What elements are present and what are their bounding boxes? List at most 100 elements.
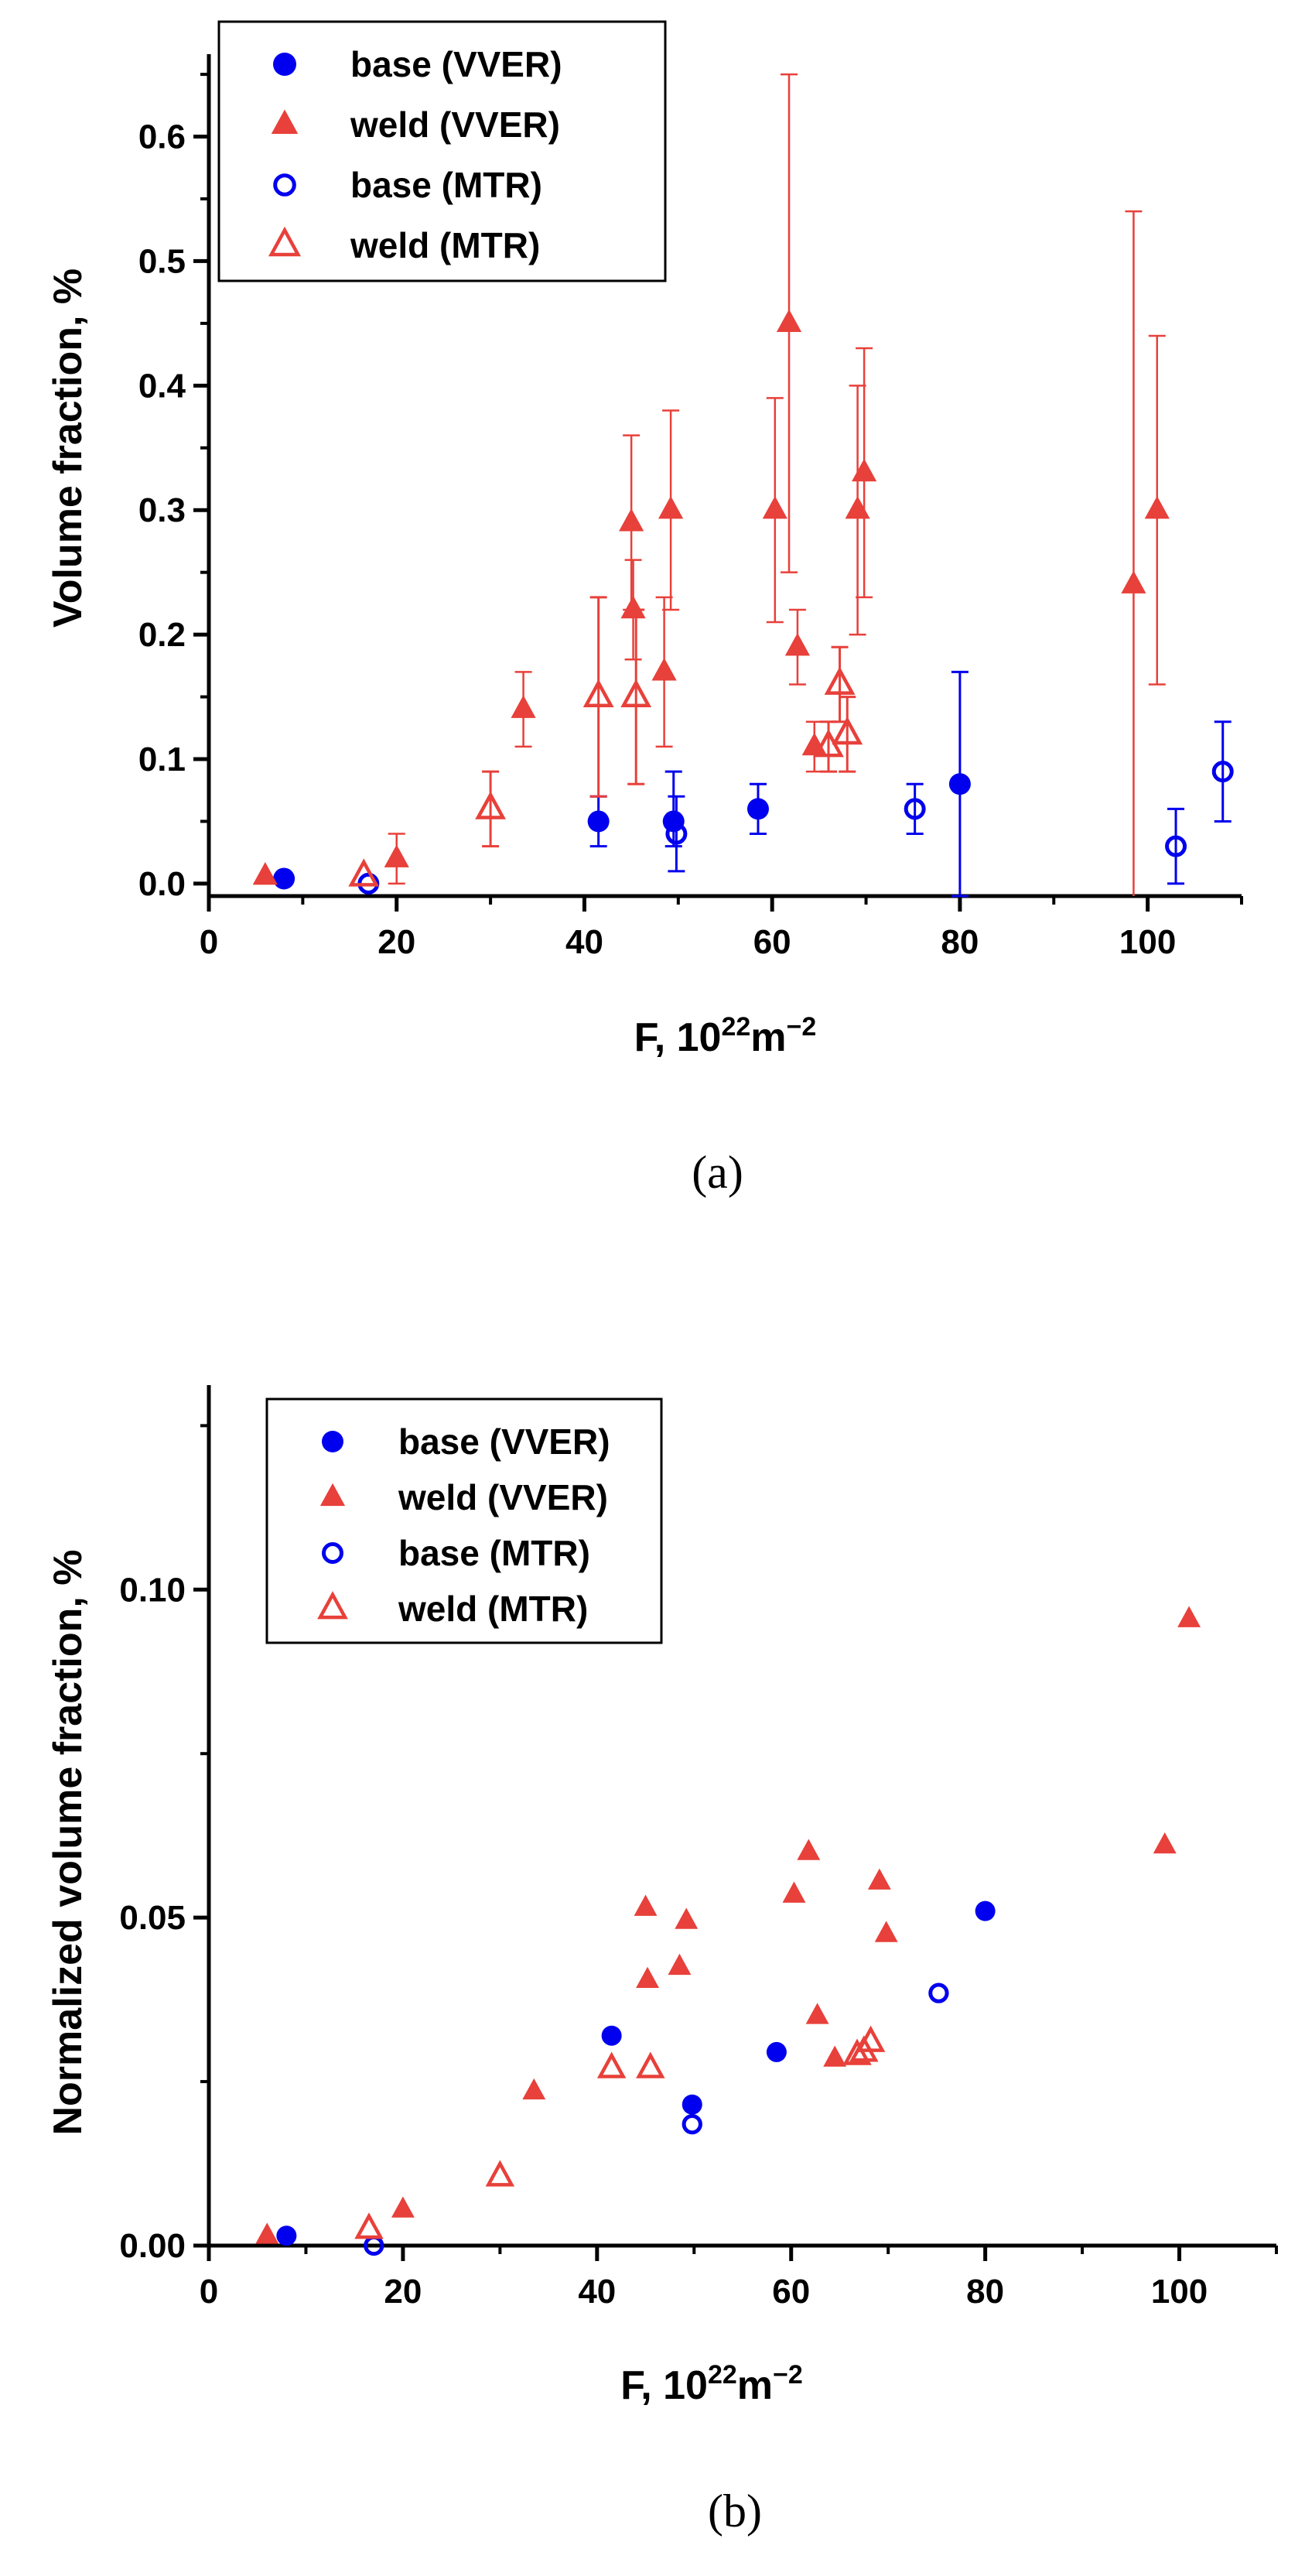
x-tick-label: 0 (200, 923, 218, 961)
x-axis-title-part: −2 (787, 1012, 817, 1042)
data-point (675, 1907, 699, 1929)
data-point (975, 1900, 996, 1921)
data-point (665, 823, 688, 845)
legend-marker (273, 53, 296, 76)
data-point (587, 810, 610, 833)
y-tick-label: 0.4 (138, 367, 186, 405)
x-axis-title-part: 22 (721, 1012, 750, 1042)
series-weld-vver- (255, 1606, 1201, 2244)
data-point (255, 2222, 279, 2244)
series-weld-vver- (252, 73, 1170, 896)
x-tick-label: 20 (384, 2273, 422, 2311)
data-point (1177, 1606, 1201, 1627)
x-axis-title-part: 22 (708, 2360, 737, 2390)
y-tick-label: 0.0 (138, 865, 186, 903)
data-point (252, 862, 278, 885)
series-base-mtr- (364, 1982, 949, 2256)
data-point (651, 658, 677, 681)
data-point (619, 508, 644, 532)
x-tick-label: 40 (565, 923, 603, 961)
data-point (1211, 761, 1234, 783)
x-axis-title-part: F, 10 (620, 2363, 708, 2408)
series-base-vver- (276, 1900, 996, 2246)
legend-marker (271, 109, 299, 134)
legend-marker (268, 226, 302, 257)
legend-entry: base (VVER) (398, 1421, 610, 1462)
data-point (766, 2041, 787, 2062)
data-point (856, 2025, 886, 2052)
x-tick-label: 60 (753, 923, 791, 961)
x-axis-title-part: m (750, 1015, 786, 1060)
x-axis-title: F, 1022m−2 (620, 2360, 803, 2408)
x-axis-title-part: −2 (773, 2360, 803, 2390)
data-point (852, 458, 877, 482)
data-point (601, 2025, 622, 2046)
panel-label: (a) (692, 1147, 743, 1198)
data-point (1165, 835, 1187, 857)
data-point (948, 773, 971, 795)
legend-entry: base (MTR) (398, 1533, 590, 1573)
data-point (582, 679, 614, 707)
y-tick-label: 0.00 (119, 2227, 186, 2265)
y-tick-label: 0.5 (138, 242, 186, 280)
data-point (682, 2114, 702, 2135)
data-point (276, 2225, 297, 2246)
x-tick-label: 40 (578, 2273, 616, 2311)
y-tick-label: 0.05 (119, 1899, 186, 1937)
data-point (762, 495, 787, 519)
data-point (842, 2038, 872, 2065)
legend-marker (317, 1591, 348, 1620)
x-tick-label: 20 (377, 923, 415, 961)
legend-entry: base (MTR) (350, 165, 542, 205)
x-axis-title: F, 1022m−2 (634, 1012, 817, 1060)
x-tick-label: 100 (1151, 2273, 1208, 2311)
data-point (776, 309, 802, 333)
x-tick-label: 0 (200, 2273, 218, 2311)
legend-marker (319, 1483, 346, 1507)
y-tick-label: 0.6 (138, 118, 186, 156)
data-point (928, 1982, 949, 2003)
legend-entry: base (VVER) (350, 44, 562, 84)
x-axis-title-part: F, 10 (634, 1015, 722, 1060)
y-tick-label: 0.1 (138, 741, 186, 778)
data-point (620, 595, 646, 619)
x-axis-title-part: m (737, 2363, 773, 2408)
data-point (832, 716, 863, 745)
legend-entry: weld (MTR) (350, 225, 540, 265)
data-point (636, 2051, 665, 2078)
panel-label: (b) (708, 2485, 762, 2537)
legend: base (VVER) weld (VVER) base (MTR) weld (MT… (217, 20, 667, 282)
data-point (1144, 495, 1170, 519)
y-tick-label: 0.10 (119, 1571, 186, 1609)
data-point (823, 2045, 847, 2067)
data-point (874, 1921, 898, 1942)
x-tick-label: 80 (966, 2273, 1004, 2311)
y-tick-label: 0.2 (138, 616, 186, 654)
data-point (662, 810, 685, 833)
data-point (658, 495, 684, 519)
data-point (784, 632, 811, 656)
data-point (384, 844, 409, 867)
data-point (746, 798, 769, 820)
data-point (273, 867, 296, 890)
series-weld-mtr- (354, 2025, 886, 2239)
data-point (634, 1894, 658, 1916)
chart-panel-a: 0 20 40 60 80 100 0.0 0.1 0.2 0.3 0.4 0.5 0.6 Volume … (46, 20, 1243, 1198)
data-point (485, 2160, 515, 2187)
series-weld-mtr- (348, 596, 863, 887)
data-point (596, 2051, 627, 2078)
data-point (805, 2003, 829, 2024)
legend-entry: weld (VVER) (398, 1477, 608, 1517)
data-point (1121, 570, 1146, 594)
data-point (867, 1868, 891, 1890)
y-axis-title: Normalized volume fraction, % (46, 1549, 91, 2135)
data-point (797, 1839, 821, 1860)
chart-panel-b: 0 20 40 60 80 100 0.00 0.05 0.10 Normalized volum… (46, 1385, 1278, 2537)
data-point (668, 1953, 692, 1976)
data-point (391, 2196, 415, 2218)
data-point (511, 695, 536, 718)
legend-entry: weld (MTR) (398, 1589, 588, 1629)
data-point (620, 679, 652, 707)
legend-marker (322, 1431, 343, 1452)
